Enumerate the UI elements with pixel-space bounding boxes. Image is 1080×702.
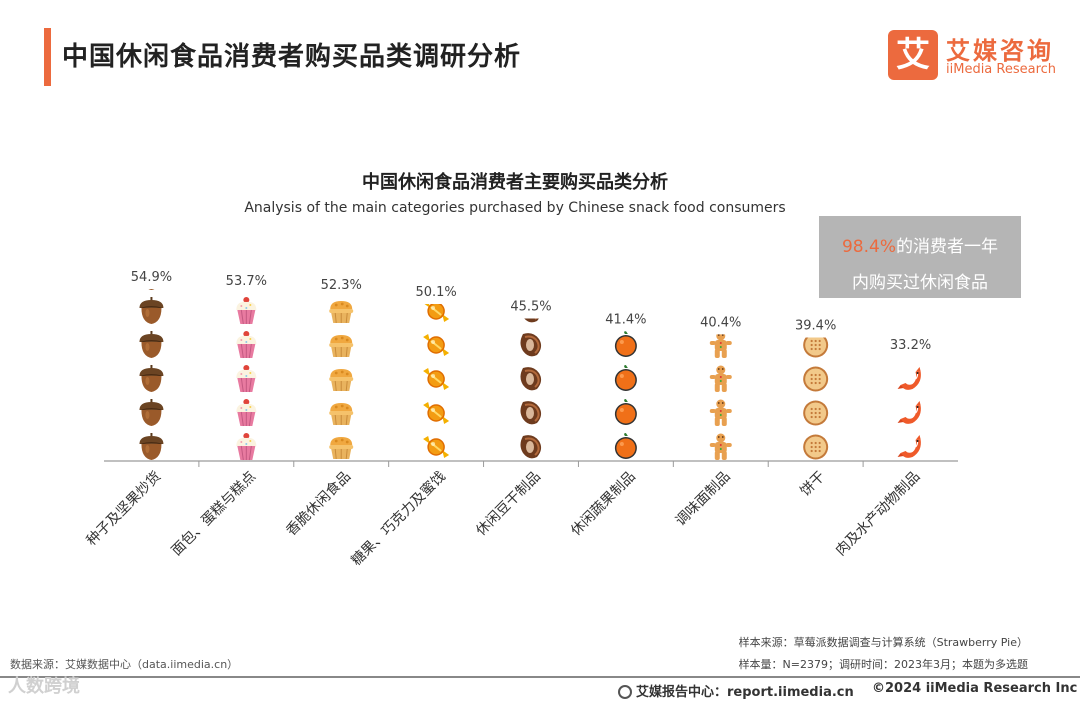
- chart-title: 中国休闲食品消费者主要购买品类分析: [362, 172, 668, 193]
- cupcake-icon: [235, 331, 257, 359]
- cookie-icon: [803, 434, 829, 460]
- orange-icon: [614, 331, 637, 357]
- gingerbread-icon: [709, 433, 732, 460]
- acorn-icon: [138, 297, 164, 325]
- cupcake-icon: [235, 297, 257, 325]
- shrimp-icon: [896, 366, 922, 391]
- category-label: 肉及水产动物制品: [833, 469, 924, 560]
- value-label: 53.7%: [226, 274, 267, 289]
- value-label: 45.5%: [510, 299, 551, 314]
- value-label: 41.4%: [605, 312, 646, 327]
- category-label: 香脆休闲食品: [283, 468, 354, 539]
- report-center-text: 艾媒报告中心：report.iimedia.cn: [636, 685, 854, 700]
- value-label: 50.1%: [415, 285, 456, 300]
- footer-divider: [0, 676, 1080, 678]
- iimedia-logo: 艾 艾媒咨询 iiMedia Research: [888, 30, 1068, 82]
- data-source-note: 数据来源：艾媒数据中心（data.iimedia.cn）: [10, 658, 239, 671]
- value-label: 54.9%: [131, 270, 172, 285]
- sample-source-note: 样本来源：草莓派数据调查与计算系统（Strawberry Pie）: [738, 636, 1028, 649]
- value-label: 52.3%: [321, 278, 362, 293]
- report-center-link[interactable]: 艾媒报告中心：report.iimedia.cn: [618, 681, 854, 700]
- chart-columns: 54.9% 53.7% 52.3% 50.1% 45.5% 41.4% 40.4% 39.4%…: [131, 250, 931, 461]
- cookie-icon: [803, 337, 829, 358]
- acorn-icon: [139, 250, 163, 256]
- bar-column: [235, 297, 257, 461]
- category-label: 糖果、巧克力及蜜饯: [349, 469, 449, 569]
- insight-callout: 98.4%的消费者一年 内购买过休闲食品: [819, 216, 1021, 298]
- candy-icon: [422, 367, 451, 391]
- bean-icon: [519, 366, 543, 392]
- copyright-text: ©2024 iiMedia Research Inc: [872, 681, 1078, 696]
- value-label: 39.4%: [795, 319, 836, 334]
- logo-text-en: iiMedia Research: [946, 62, 1057, 77]
- value-label: 33.2%: [890, 338, 931, 353]
- shrimp-icon: [896, 400, 922, 425]
- cupcake-icon: [235, 433, 257, 461]
- gingerbread-icon: [709, 399, 732, 426]
- pie-icon: [328, 436, 354, 460]
- callout-line-1: 98.4%的消费者一年: [819, 232, 1021, 257]
- shrimp-icon: [896, 434, 922, 459]
- category-label: 调味面制品: [673, 469, 734, 530]
- acorn-icon: [138, 365, 164, 393]
- value-label: 40.4%: [700, 315, 741, 330]
- pictogram-chart: 54.9% 53.7% 52.3% 50.1% 45.5% 41.4% 40.4% 39.4%…: [83, 250, 958, 569]
- orange-icon: [614, 399, 637, 425]
- title-accent-bar: [44, 28, 51, 86]
- cupcake-icon: [235, 365, 257, 393]
- pie-icon: [328, 402, 354, 426]
- logo-text-cn: 艾媒咨询: [946, 37, 1054, 65]
- category-label: 种子及坚果炒货: [83, 468, 164, 549]
- acorn-icon: [138, 433, 164, 461]
- acorn-icon: [138, 399, 164, 427]
- bar-column: [519, 265, 543, 460]
- orange-icon: [614, 433, 637, 459]
- page-title: 中国休闲食品消费者购买品类调研分析: [62, 42, 522, 72]
- logo-mark: 艾: [888, 30, 938, 80]
- gingerbread-icon: [709, 334, 732, 358]
- cookie-icon: [803, 400, 829, 426]
- callout-line-2: 内购买过休闲食品: [852, 273, 988, 293]
- candy-icon: [422, 435, 451, 459]
- category-label: 面包、蛋糕与糕点: [169, 469, 260, 560]
- globe-icon: [618, 685, 632, 699]
- watermark: 人数跨境: [8, 676, 80, 697]
- candy-icon: [422, 333, 451, 357]
- x-axis-ticks: [198, 461, 864, 467]
- chart-subtitle: Analysis of the main categories purchase…: [244, 200, 786, 216]
- gingerbread-icon: [709, 365, 732, 392]
- category-label: 休闲蔬果制品: [568, 469, 639, 540]
- shrimp-icon: [898, 299, 921, 322]
- pie-icon: [328, 334, 354, 358]
- category-label: 饼干: [797, 469, 828, 500]
- bar-column: [896, 299, 922, 459]
- candy-icon: [422, 304, 451, 323]
- category-label: 休闲豆干制品: [473, 469, 544, 540]
- callout-highlight: 98.4%: [841, 237, 896, 257]
- acorn-icon: [138, 331, 164, 359]
- bar-column: [328, 300, 354, 460]
- orange-icon: [614, 365, 637, 391]
- callout-line-1-text: 的消费者一年: [896, 237, 998, 257]
- candy-icon: [422, 401, 451, 425]
- pie-icon: [328, 300, 354, 324]
- cookie-icon: [803, 366, 829, 392]
- bean-icon: [521, 265, 542, 288]
- sample-size-note: 样本量：N=2379；调研时间：2023年3月；本题为多选题: [738, 658, 1028, 671]
- bean-icon: [519, 332, 543, 358]
- bean-icon: [519, 400, 543, 426]
- pie-icon: [328, 368, 354, 392]
- bean-icon: [519, 434, 543, 460]
- cupcake-icon: [235, 399, 257, 427]
